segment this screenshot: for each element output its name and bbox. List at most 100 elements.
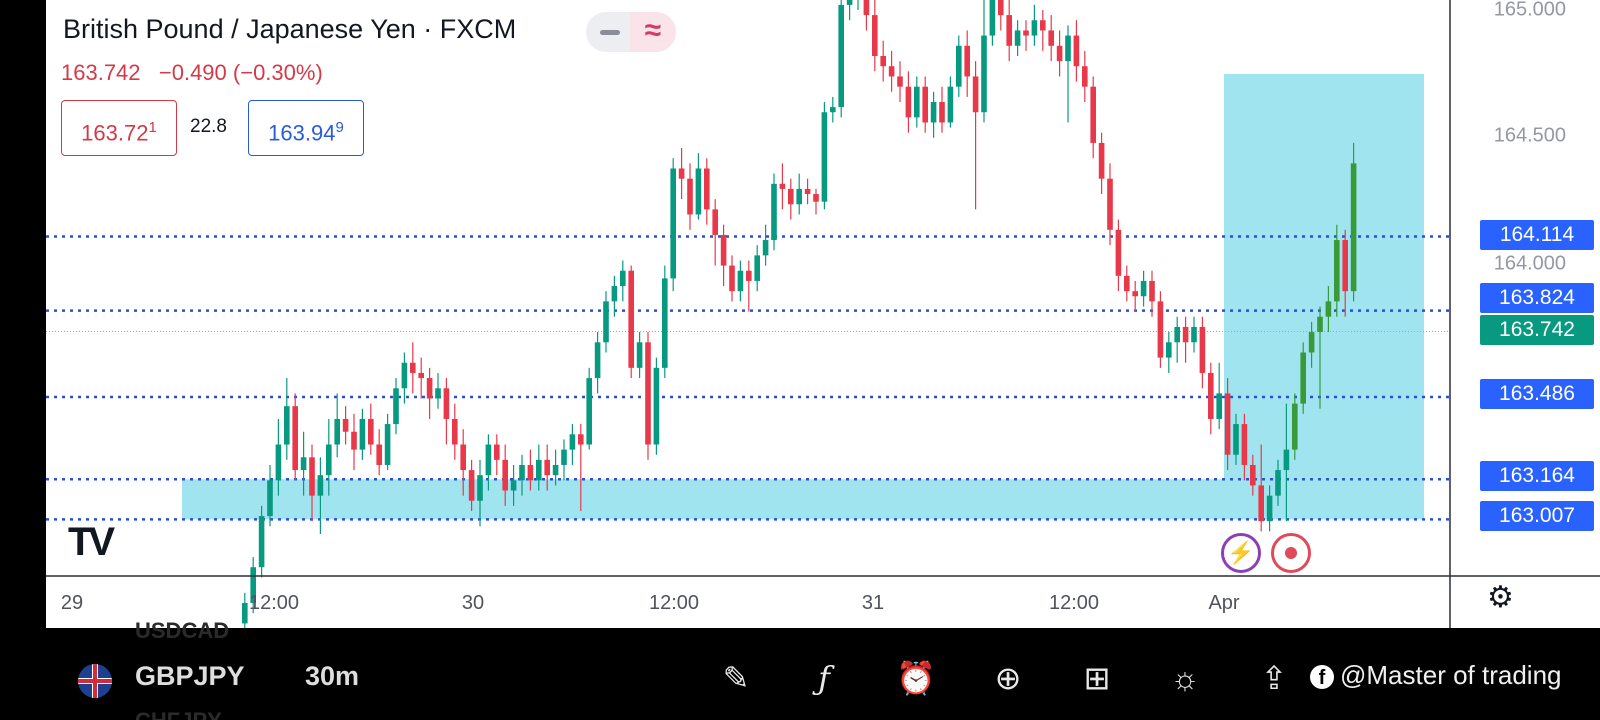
candle [1132,280,1138,312]
candle [611,275,618,317]
candle [1250,454,1256,496]
candle [930,91,937,138]
alarm-add-icon[interactable]: ⏰ [896,660,936,696]
buy-price-sup: 9 [335,119,344,136]
gear-icon[interactable]: ⚙ [1487,581,1514,614]
price-change: −0.490 (−0.30%) [158,60,323,85]
flash-icon[interactable]: ⚡ [1221,533,1261,573]
level-tag-163007[interactable]: 163.007 [1480,501,1594,531]
level-tag-163164[interactable]: 163.164 [1480,461,1594,491]
candle [502,444,508,506]
symbol-selector[interactable]: GBPJPY [135,661,245,691]
candle [662,265,668,379]
candle [678,148,685,200]
current-price-tag: 163.742 [1480,315,1594,345]
candle [1317,306,1323,409]
axis-label-164500: 164.500 [1493,124,1566,147]
candle [628,265,634,379]
zone-0 [182,479,1246,520]
candle [1191,316,1197,353]
ghost-symbol-below: CHFJPY [135,708,222,720]
share-icon[interactable]: ⇪ [1260,660,1288,696]
candle [1325,286,1332,333]
candle [326,418,332,496]
minus-icon[interactable] [600,30,620,35]
candle [561,439,567,481]
candle [1040,10,1046,51]
candlestick-chart[interactable] [46,0,1600,628]
grid-icon[interactable]: ⊞ [1083,660,1111,696]
buy-button[interactable]: 163.949 [248,100,364,156]
candle [754,245,760,292]
candle [1065,25,1071,123]
candle [351,413,357,471]
candle [964,30,970,97]
candle [947,76,954,128]
candle [435,372,441,409]
candle [485,434,492,491]
candle [275,418,282,496]
time-label-apr: Apr [1208,592,1240,614]
candle [242,592,248,628]
candle [1098,132,1105,195]
candle [594,332,601,394]
candle [1275,459,1281,506]
candle [998,0,1004,31]
candle [762,224,769,266]
candle [510,464,517,506]
lightbulb-icon[interactable]: ☼ [1170,660,1200,696]
candle [914,76,920,128]
candle [1342,229,1348,317]
interval-selector[interactable]: 30m [305,661,360,691]
candle [1292,393,1298,460]
candle [1350,142,1357,302]
plus-circle-icon[interactable]: ⊕ [994,660,1022,696]
candle [468,459,475,511]
candle [1082,50,1088,103]
indicator-toggle[interactable]: ≈ [586,12,676,52]
level-tag-163824[interactable]: 163.824 [1480,283,1594,313]
sell-button[interactable]: 163.721 [61,100,177,156]
candle [1048,15,1054,62]
record-icon[interactable] [1271,533,1311,573]
candle [1157,291,1164,368]
candle [645,332,651,460]
candle [880,40,886,82]
zone-1 [1224,74,1424,520]
candle [1115,219,1122,292]
candle [981,0,987,123]
candle [1090,76,1096,159]
wave-icon[interactable]: ≈ [630,12,676,52]
candle [1174,316,1180,363]
candle [939,86,945,133]
candle [368,403,374,455]
candle [1266,485,1273,532]
symbol-title[interactable]: British Pound / Japanese Yen · FXCM [63,14,517,44]
candle [309,444,315,522]
time-label-31: 31 [861,592,885,614]
candle [1107,163,1113,246]
candle [1216,362,1222,430]
level-tag-163486[interactable]: 163.486 [1480,379,1594,409]
time-label-30: 30 [461,592,485,614]
candle [779,163,786,210]
candle [443,378,450,445]
candle [1199,316,1206,389]
candle [1182,316,1189,363]
spread-value: 22.8 [190,116,227,137]
quote-line: 163.742 −0.490 (−0.30%) [61,60,323,86]
candle [519,454,525,496]
bottom-toolbar: USDCAD GBPJPY 30m CHFJPY ✎ ƒ ⏰ ⊕ ⊞ ☼ ⇪ f… [0,618,1600,720]
function-icon[interactable]: ƒ [818,659,830,697]
candle [1300,342,1306,414]
level-tag-164114[interactable]: 164.114 [1480,220,1594,250]
chart-area[interactable]: British Pound / Japanese Yen · FXCM 163.… [46,0,1600,628]
candle [788,178,794,220]
pencil-icon[interactable]: ✎ [722,660,750,696]
candle [267,464,273,527]
candle [888,50,895,92]
candle [804,178,811,205]
candle [846,0,853,21]
uk-flag-icon [78,664,112,698]
sell-price-sup: 1 [148,119,157,136]
